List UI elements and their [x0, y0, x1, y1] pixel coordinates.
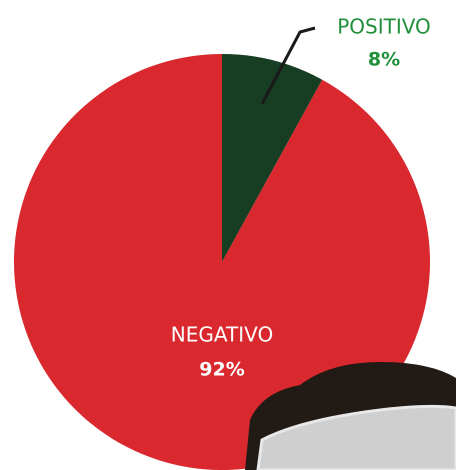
- labels: POSITIVO 8% NEGATIVO 92%: [171, 15, 431, 381]
- slice-label: NEGATIVO: [171, 323, 273, 347]
- slice-value-label: 8%: [368, 49, 400, 71]
- leader-line: [260, 26, 316, 105]
- slice-label: POSITIVO: [337, 15, 431, 39]
- pie: [14, 54, 430, 470]
- slice-value-label: 92%: [199, 359, 244, 381]
- pie-slice: [222, 54, 323, 262]
- pie-slice: [14, 54, 430, 470]
- band-shape: [256, 404, 456, 470]
- illustration: [245, 362, 456, 470]
